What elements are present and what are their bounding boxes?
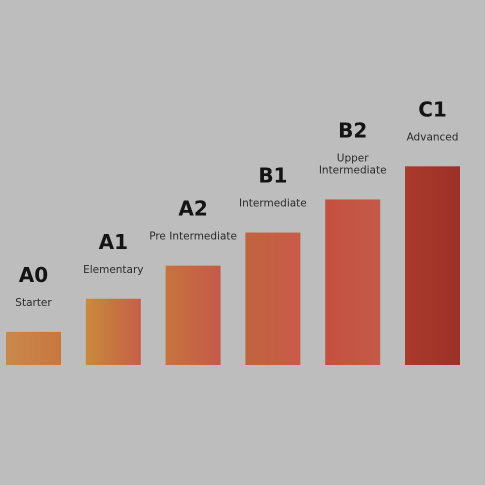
bar-a2: [165, 265, 221, 365]
level-code-a1: A1: [99, 230, 128, 254]
bar-a0: [6, 331, 61, 365]
level-name-b1: Intermediate: [239, 198, 307, 210]
label-group: Starter A0 Elementary A1 Pre Intermediate A2 I…: [15, 97, 458, 309]
level-name-b2: Upper Intermediate: [319, 152, 387, 176]
level-code-a0: A0: [19, 263, 48, 287]
level-code-c1: C1: [418, 97, 447, 121]
level-code-a2: A2: [178, 197, 207, 221]
level-name-a2: Pre Intermediate: [149, 231, 237, 243]
level-code-b2: B2: [338, 118, 367, 142]
bar-group: [6, 166, 460, 365]
bar-b1: [245, 232, 301, 365]
bar-a1: [85, 298, 141, 365]
bar-c1: [405, 166, 460, 365]
level-name-c1: Advanced: [407, 131, 459, 143]
level-name-a0: Starter: [15, 297, 52, 309]
bar-b2: [325, 199, 381, 365]
level-code-b1: B1: [258, 164, 287, 188]
level-name-a1: Elementary: [83, 264, 143, 276]
